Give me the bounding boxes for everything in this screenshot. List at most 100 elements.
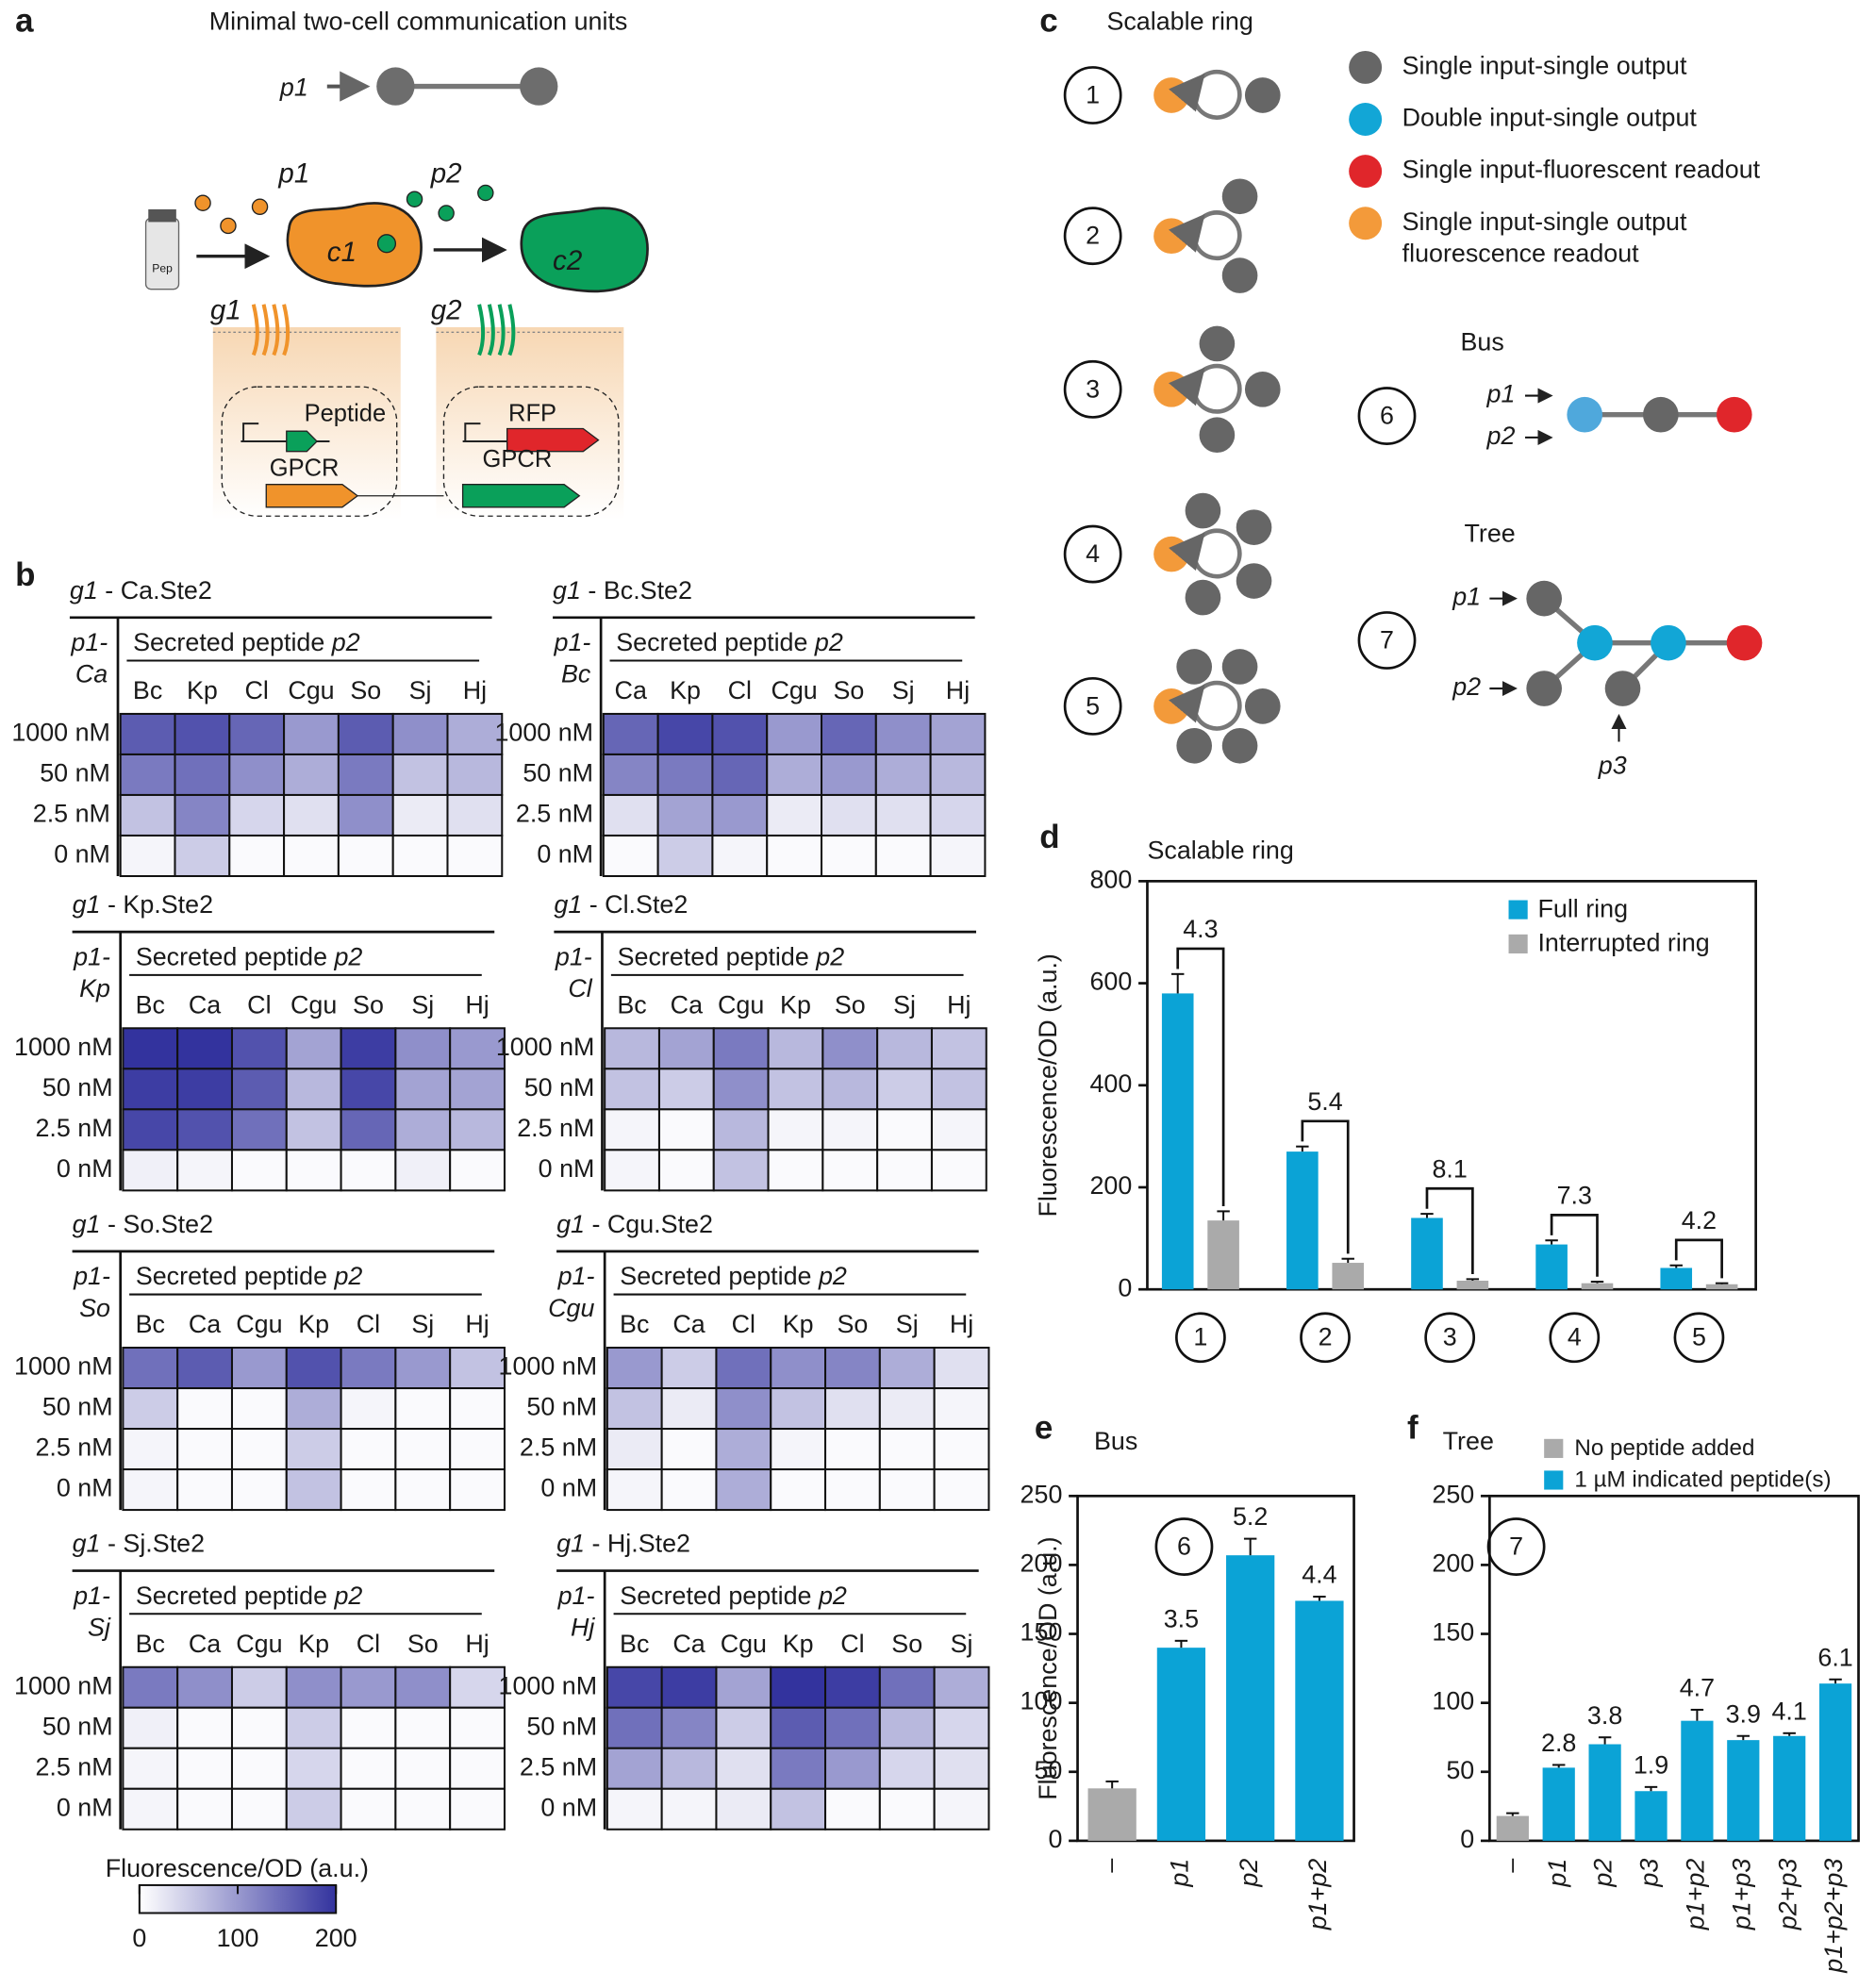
heatmap-cell [711, 712, 769, 755]
bar [1332, 1263, 1365, 1290]
heatmap-cell [606, 1468, 663, 1512]
heatmap-cell [449, 1468, 506, 1512]
axis-label-text: Secreted peptide [618, 942, 809, 970]
heatmap-cell [394, 1387, 452, 1431]
column-label: Bc [617, 991, 646, 1019]
legend-marker [1349, 50, 1383, 84]
row-label: 50 nM [526, 1712, 597, 1740]
ring-number: 2 [1086, 222, 1100, 250]
node [376, 67, 415, 106]
fold-change-label: 8.1 [1432, 1155, 1467, 1184]
fold-change-label: 6.1 [1817, 1643, 1852, 1671]
legend-label: Interrupted ring [1537, 929, 1709, 957]
heatmap-cell [929, 834, 987, 878]
heatmap-cell [878, 1347, 936, 1390]
input-label: p2 [1486, 422, 1516, 450]
heatmap-cell [602, 793, 659, 837]
heatmap-cell [174, 834, 231, 878]
heatmap-cell [285, 1747, 342, 1790]
cell-label: c2 [553, 245, 583, 276]
heatmap-cell [337, 793, 394, 837]
panel-a-diagram: a Minimal two-cell communication units p… [15, 3, 649, 521]
row-label: 1000 nM [499, 1352, 598, 1381]
row-axis-label: p1- [70, 628, 108, 656]
heatmap-cell [657, 1068, 715, 1111]
panel-label: b [15, 556, 35, 593]
heatmap-title: g1 - Ca.Ste2 [70, 576, 212, 605]
column-label: Sj [893, 991, 916, 1019]
legend-marker [1349, 207, 1383, 240]
peptide [194, 194, 211, 211]
y-tick-label: 150 [1432, 1618, 1474, 1647]
heatmap-cell [821, 1027, 879, 1070]
legend-label: fluorescence readout [1402, 239, 1640, 267]
heatmap-cell [446, 753, 504, 796]
fold-change-label: 5.4 [1307, 1087, 1342, 1116]
node [520, 67, 558, 106]
section-title: Tree [1464, 520, 1515, 548]
node [1726, 624, 1763, 661]
legend-marker [1349, 103, 1383, 137]
x-tick-label: p2 [1589, 1859, 1618, 1888]
input-label: p3 [1598, 751, 1627, 779]
heatmap-cell [340, 1787, 397, 1831]
axis-label-var: p2 [333, 1262, 362, 1290]
column-label: So [838, 1310, 869, 1338]
heatmap-cell [933, 1706, 990, 1749]
heatmap-cell [660, 1387, 718, 1431]
number-circle [1486, 1517, 1546, 1576]
gray-node [1221, 178, 1258, 215]
axis-label-text: Secreted peptide [620, 1582, 811, 1610]
node [1577, 624, 1613, 661]
heatmap-cell [394, 1068, 452, 1111]
heatmap-cell [602, 753, 659, 796]
heatmap-cell [337, 834, 394, 878]
column-label: So [353, 991, 384, 1019]
bar [1773, 1735, 1806, 1841]
heatmap-cell [715, 1387, 772, 1431]
gray-node [1185, 579, 1221, 616]
category-circle [1673, 1312, 1725, 1364]
panel-label: e [1035, 1410, 1053, 1447]
axis-label-var: p2 [333, 942, 362, 970]
row-axis-label: So [79, 1294, 110, 1322]
cell-2 [520, 207, 649, 293]
heatmap-cell [821, 1108, 879, 1151]
row-axis-label: p1- [555, 942, 592, 970]
gene-name: GPCR [483, 446, 553, 472]
title-gene: g1 [556, 1530, 585, 1558]
column-label: Kp [298, 1310, 329, 1338]
heatmap-cell [119, 753, 176, 796]
fold-change-label: 4.4 [1302, 1561, 1336, 1589]
heatmap-cell [285, 1787, 342, 1831]
y-tick-label: 400 [1089, 1069, 1132, 1098]
heatmap-cell [767, 1149, 824, 1192]
column-axis-label: Secreted peptide p2 [136, 1262, 363, 1290]
bar [1542, 1767, 1575, 1841]
bar [1456, 1280, 1489, 1290]
heatmap-cell [712, 1108, 770, 1151]
column-axis-label: Secreted peptide p2 [620, 1582, 847, 1610]
receptor [251, 304, 290, 356]
x-tick-label: p1+p2 [1303, 1859, 1332, 1931]
gene-name: Peptide [305, 400, 387, 426]
heatmap-cell [230, 1108, 288, 1151]
heatmap-cell [122, 1027, 179, 1070]
heatmap-cell [606, 1787, 663, 1831]
heatmap-cell [930, 1027, 987, 1070]
axis-label-var: p2 [818, 1262, 847, 1290]
panel-label: a [15, 3, 34, 40]
column-label: Bc [620, 1310, 649, 1338]
axis-label-text: Secreted peptide [133, 628, 324, 656]
heatmap-cell [715, 1706, 772, 1749]
fold-change-label: 4.7 [1680, 1674, 1715, 1702]
y-tick-label: 0 [1048, 1825, 1062, 1853]
ring-arrow [1168, 210, 1242, 261]
column-label: Sj [409, 676, 432, 704]
column-label: Cl [357, 1630, 380, 1658]
y-tick-label: 200 [1089, 1171, 1132, 1200]
fold-change-label: 3.8 [1587, 1701, 1622, 1730]
vial-label: Pep [152, 261, 173, 274]
category-circle [1300, 1312, 1351, 1364]
